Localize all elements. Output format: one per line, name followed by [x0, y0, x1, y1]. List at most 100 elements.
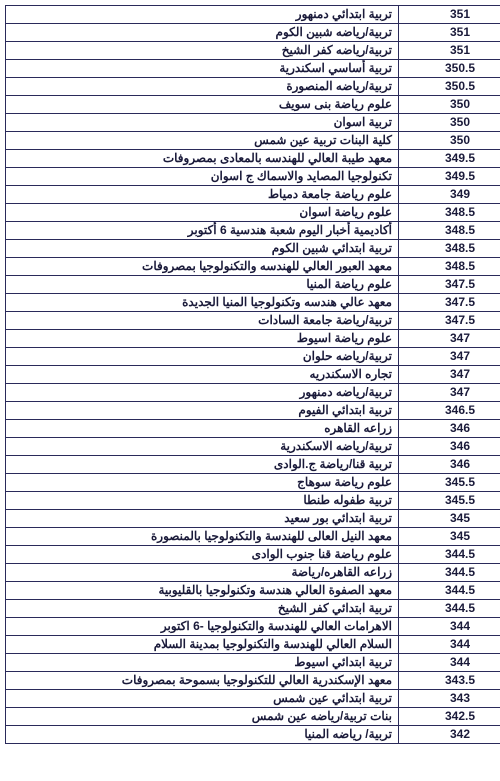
table-row: تربية/رياضه كفر الشيخ351	[6, 42, 500, 60]
table-row: تربية اسوان350	[6, 114, 500, 132]
program-score: 344.5	[399, 600, 500, 618]
program-name: معهد النيل العالى للهندسة والتكنولوجيا ب…	[6, 528, 399, 546]
table-row: تربية/ رياضه المنيا342	[6, 726, 500, 744]
program-score: 350	[399, 114, 500, 132]
program-score: 351	[399, 24, 500, 42]
program-name: زراعه القاهره/رياضة	[6, 564, 399, 582]
program-score: 346	[399, 420, 500, 438]
program-name: أكاديمية أخبار اليوم شعبة هندسية 6 أكتوب…	[6, 222, 399, 240]
program-name: تربية/رياضة جامعة السادات	[6, 312, 399, 330]
program-name: علوم رياضة اسوان	[6, 204, 399, 222]
program-score: 350	[399, 96, 500, 114]
program-name: معهد الصفوة العالي هندسة وتكنولوجيا بالق…	[6, 582, 399, 600]
program-score: 347.5	[399, 312, 500, 330]
program-name: تربية/رياضه الاسكندرية	[6, 438, 399, 456]
program-name: تربية/رياضه دمنهور	[6, 384, 399, 402]
program-score: 344	[399, 654, 500, 672]
program-score: 342.5	[399, 708, 500, 726]
program-name: علوم رياضة اسيوط	[6, 330, 399, 348]
table-row: تربية أساسي اسكندرية350.5	[6, 60, 500, 78]
program-score: 348.5	[399, 222, 500, 240]
program-score: 347.5	[399, 294, 500, 312]
program-score: 345.5	[399, 492, 500, 510]
table-row: تربية ابتدائي شبين الكوم348.5	[6, 240, 500, 258]
program-score: 347	[399, 330, 500, 348]
program-name: معهد طيبة العالي للهندسه بالمعادى بمصروف…	[6, 150, 399, 168]
table-row: تربية ابتدائي عين شمس343	[6, 690, 500, 708]
program-name: علوم رياضة سوهاج	[6, 474, 399, 492]
table-row: معهد عالي هندسه وتكنولوجيا المنيا الجديد…	[6, 294, 500, 312]
program-name: تكنولوجيا المصايد والاسماك ج اسوان	[6, 168, 399, 186]
program-name: تربية اسوان	[6, 114, 399, 132]
program-score: 345	[399, 510, 500, 528]
table-row: تربية ابتدائي بور سعيد345	[6, 510, 500, 528]
table-row: علوم رياضة اسيوط347	[6, 330, 500, 348]
table-row: السلام العالي للهندسة والتكنولوجيا بمدين…	[6, 636, 500, 654]
table-row: علوم رياضة اسوان348.5	[6, 204, 500, 222]
program-score: 346	[399, 438, 500, 456]
table-row: تكنولوجيا المصايد والاسماك ج اسوان349.5	[6, 168, 500, 186]
program-score: 348.5	[399, 258, 500, 276]
program-score: 344.5	[399, 564, 500, 582]
table-row: تربية/رياضه شبين الكوم351	[6, 24, 500, 42]
program-score: 347	[399, 366, 500, 384]
table-row: تجاره الاسكندريه347	[6, 366, 500, 384]
program-name: تربية ابتدائي الفيوم	[6, 402, 399, 420]
table-row: تربية/رياضه الاسكندرية346	[6, 438, 500, 456]
program-score: 348.5	[399, 240, 500, 258]
program-name: تربية/ رياضه المنيا	[6, 726, 399, 744]
table-row: تربية ابتدائي دمنهور351	[6, 6, 500, 24]
program-name: تربية ابتدائي شبين الكوم	[6, 240, 399, 258]
table-row: معهد النيل العالى للهندسة والتكنولوجيا ب…	[6, 528, 500, 546]
program-score: 342	[399, 726, 500, 744]
table-row: بنات تربية/رياضه عين شمس342.5	[6, 708, 500, 726]
program-name: تربية ابتدائي دمنهور	[6, 6, 399, 24]
program-score: 344	[399, 636, 500, 654]
table-row: معهد طيبة العالي للهندسه بالمعادى بمصروف…	[6, 150, 500, 168]
program-score: 347.5	[399, 276, 500, 294]
program-name: تربية ابتدائي بور سعيد	[6, 510, 399, 528]
program-score: 344	[399, 618, 500, 636]
table-row: معهد العبور العالي للهندسه والتكنولوجيا …	[6, 258, 500, 276]
table-row: معهد الإسكندرية العالي للتكنولوجيا بسموح…	[6, 672, 500, 690]
program-name: تربية/رياضه كفر الشيخ	[6, 42, 399, 60]
program-score: 351	[399, 6, 500, 24]
program-name: تربية ابتدائي عين شمس	[6, 690, 399, 708]
table-row: تربية/رياضه دمنهور347	[6, 384, 500, 402]
program-score: 348.5	[399, 204, 500, 222]
program-name: علوم رياضة جامعة دمياط	[6, 186, 399, 204]
program-name: تربية/رياضه المنصورة	[6, 78, 399, 96]
program-score: 345	[399, 528, 500, 546]
table-row: كلية البنات تربية عين شمس350	[6, 132, 500, 150]
table-row: تربية قنا/رياضة ج.الوادى346	[6, 456, 500, 474]
program-name: تربية طفوله طنطا	[6, 492, 399, 510]
program-name: السلام العالي للهندسة والتكنولوجيا بمدين…	[6, 636, 399, 654]
program-name: تربية أساسي اسكندرية	[6, 60, 399, 78]
program-name: كلية البنات تربية عين شمس	[6, 132, 399, 150]
program-name: علوم رياضة قنا جنوب الوادى	[6, 546, 399, 564]
program-score: 345.5	[399, 474, 500, 492]
program-name: علوم رياضة المنيا	[6, 276, 399, 294]
table-row: علوم رياضة سوهاج345.5	[6, 474, 500, 492]
program-score: 347	[399, 348, 500, 366]
table-row: زراعه القاهره346	[6, 420, 500, 438]
program-score: 346.5	[399, 402, 500, 420]
table-row: زراعه القاهره/رياضة344.5	[6, 564, 500, 582]
program-name: تربية ابتدائي اسيوط	[6, 654, 399, 672]
program-score: 350	[399, 132, 500, 150]
score-table: تربية ابتدائي دمنهور351تربية/رياضه شبين …	[5, 5, 500, 744]
table-row: علوم رياضة قنا جنوب الوادى344.5	[6, 546, 500, 564]
program-score: 347	[399, 384, 500, 402]
program-name: زراعه القاهره	[6, 420, 399, 438]
program-name: تجاره الاسكندريه	[6, 366, 399, 384]
program-name: تربية/رياضه شبين الكوم	[6, 24, 399, 42]
program-name: علوم رياضة بنى سويف	[6, 96, 399, 114]
program-score: 343.5	[399, 672, 500, 690]
program-name: تربية قنا/رياضة ج.الوادى	[6, 456, 399, 474]
program-name: معهد الإسكندرية العالي للتكنولوجيا بسموح…	[6, 672, 399, 690]
program-score: 351	[399, 42, 500, 60]
program-name: معهد العبور العالي للهندسه والتكنولوجيا …	[6, 258, 399, 276]
table-row: معهد الصفوة العالي هندسة وتكنولوجيا بالق…	[6, 582, 500, 600]
program-score: 346	[399, 456, 500, 474]
program-name: معهد عالي هندسه وتكنولوجيا المنيا الجديد…	[6, 294, 399, 312]
